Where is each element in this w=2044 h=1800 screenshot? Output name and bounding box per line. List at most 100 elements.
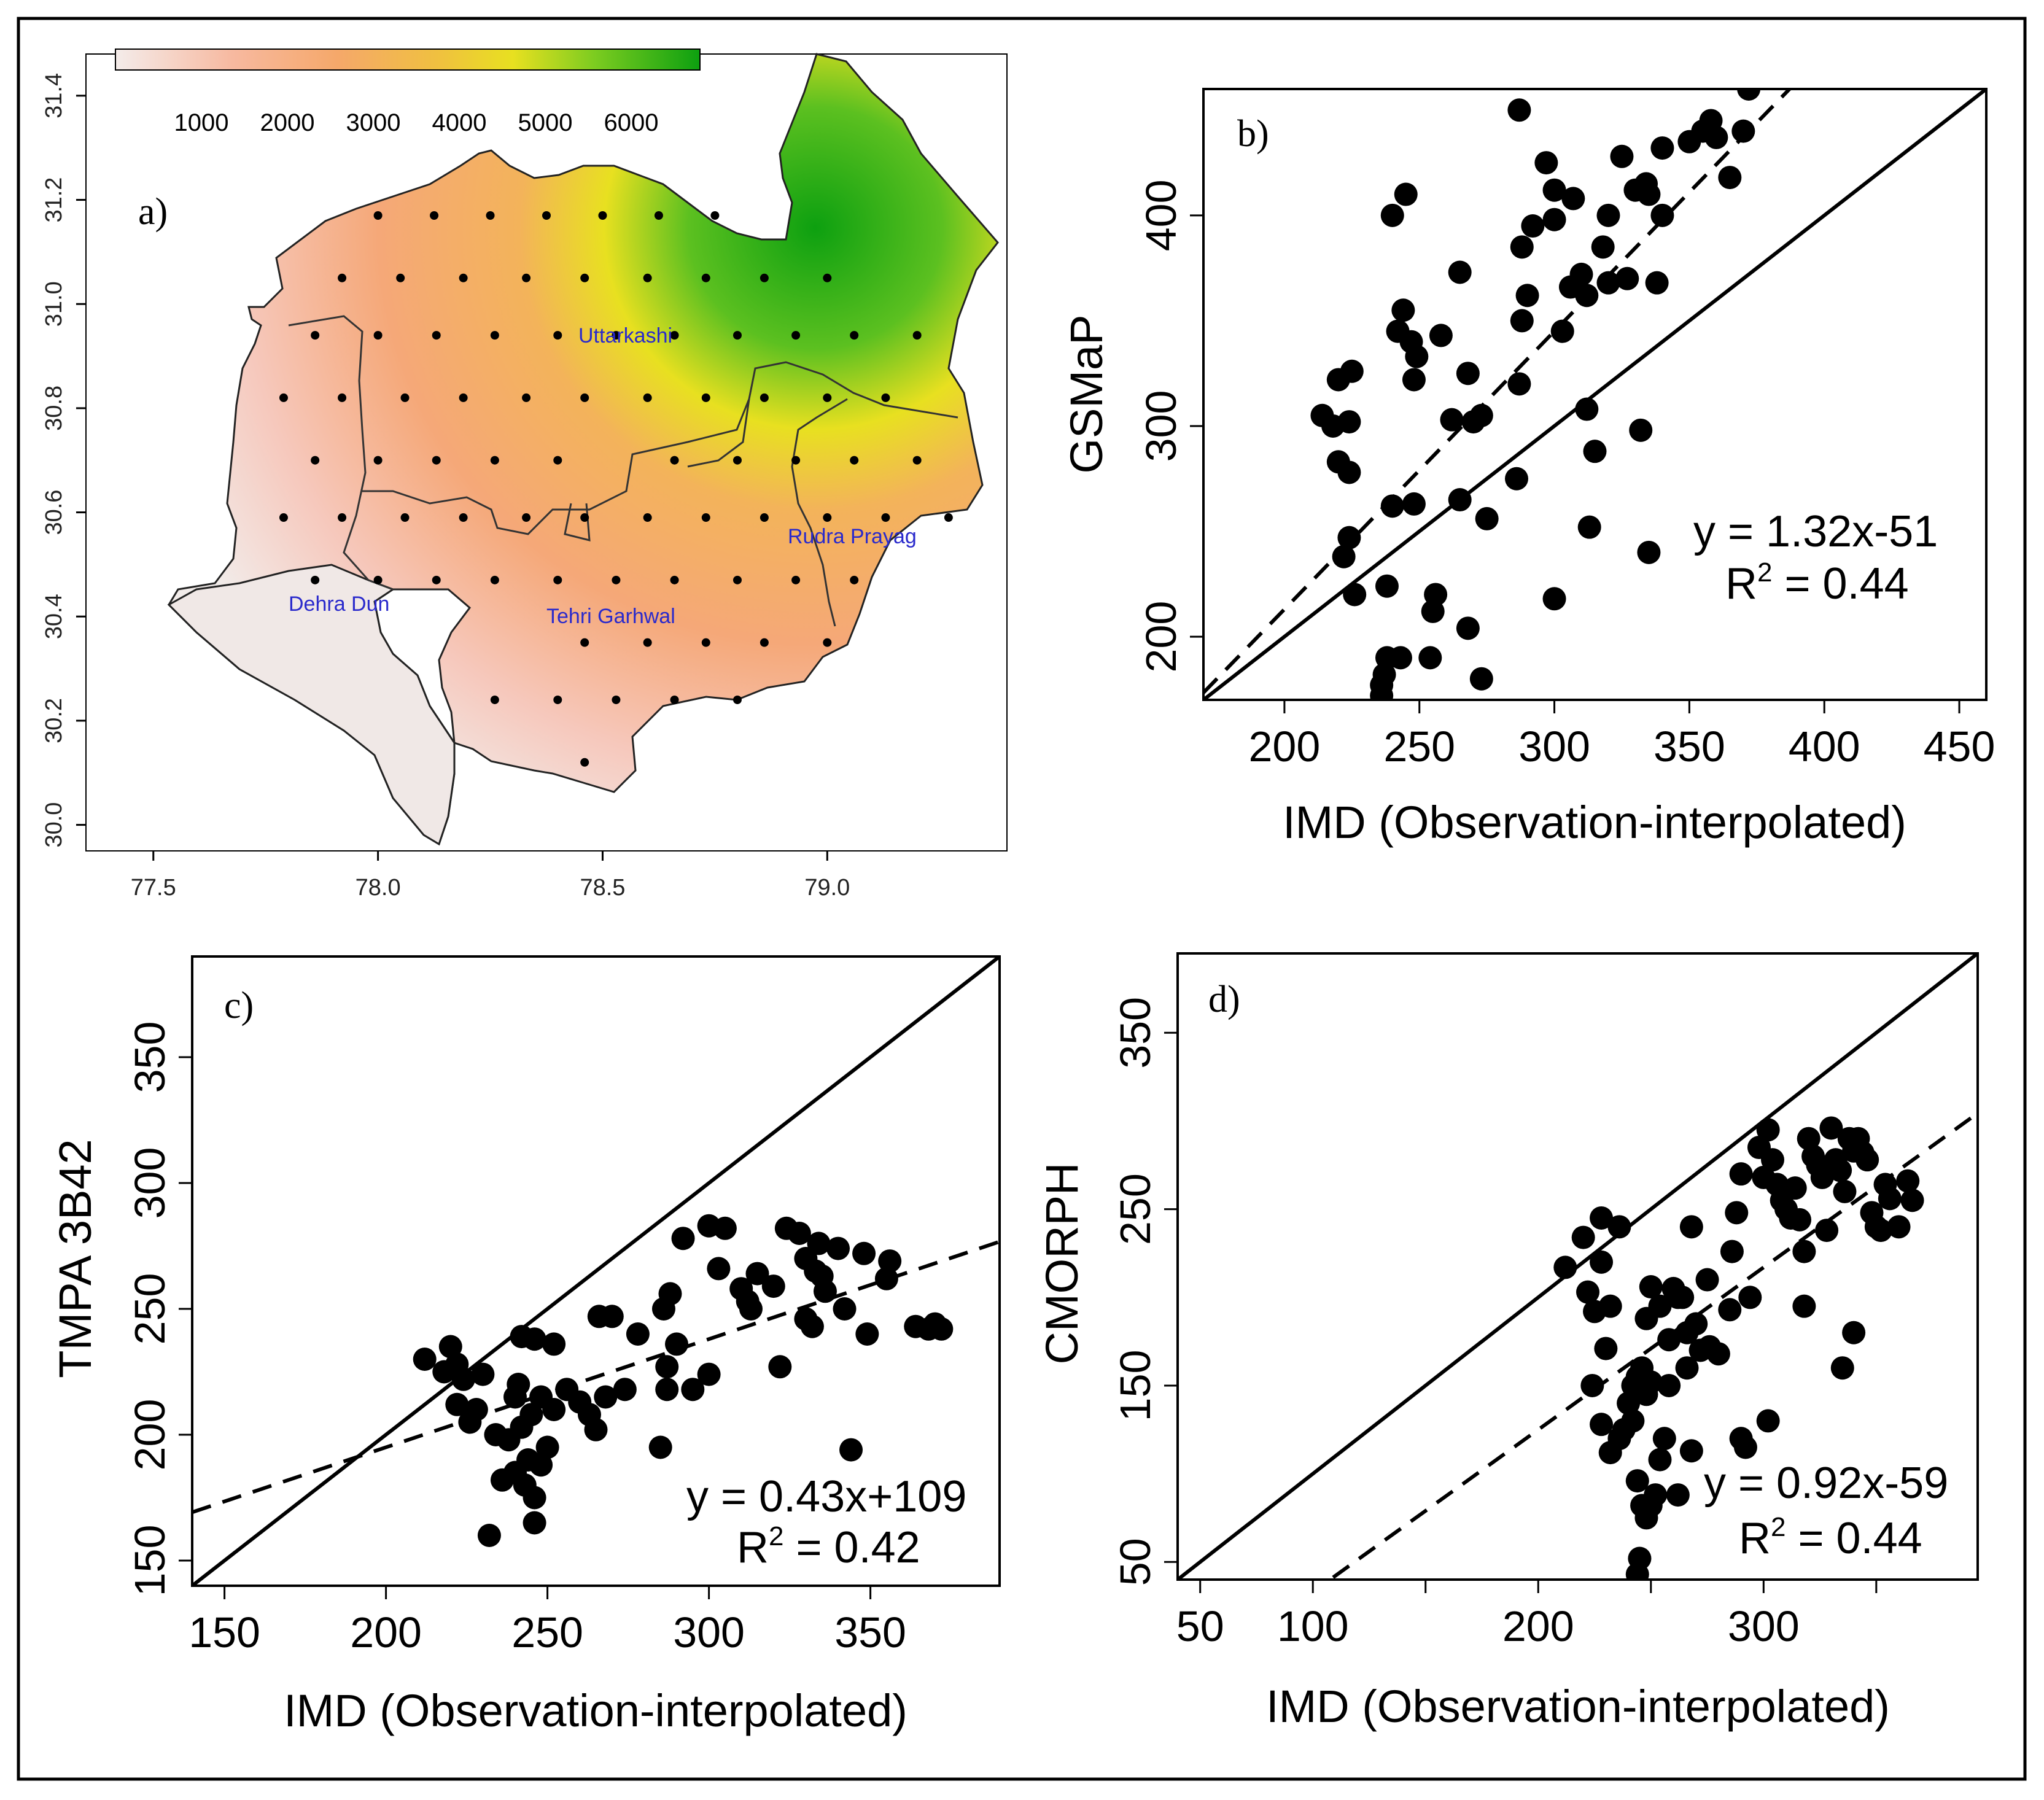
- scatter-point: [1326, 368, 1350, 392]
- scatter-point: [807, 1232, 831, 1255]
- map-of-uttarakhand-districts: [168, 53, 999, 846]
- scatter-point: [1580, 1373, 1604, 1397]
- grid-point: [311, 331, 320, 340]
- map-x-tick-label: 77.5: [131, 875, 176, 901]
- scatter-point: [923, 1312, 947, 1336]
- scatter-point: [1621, 1409, 1645, 1433]
- colorbar-tick-label: 1000: [174, 109, 229, 136]
- scatter-point: [1521, 214, 1545, 238]
- map-x-tick-label: 78.5: [580, 875, 625, 901]
- map-y-tick-label: 30.4: [41, 594, 67, 639]
- colorbar-tick-label: 3000: [346, 109, 401, 136]
- scatter-point: [1639, 1275, 1663, 1299]
- scatter-point: [542, 1398, 566, 1421]
- grid-point: [373, 211, 383, 220]
- scatter-point: [1590, 1206, 1614, 1230]
- grid-point: [490, 456, 499, 465]
- panel-b-r2: R2 = 0.44: [1725, 557, 1909, 608]
- grid-point: [490, 695, 499, 704]
- scatter-point: [1418, 646, 1442, 670]
- scatter-point: [1896, 1169, 1920, 1193]
- y-tick-label: 350: [126, 1022, 174, 1093]
- scatter-point: [516, 1448, 540, 1472]
- panel-a-label: a): [138, 191, 168, 233]
- scatter-point: [471, 1362, 495, 1386]
- imd-grid-points: [279, 211, 953, 767]
- scatter-point: [1337, 526, 1361, 549]
- scatter-point: [1577, 515, 1601, 539]
- scatter-point: [458, 1410, 482, 1434]
- panel-c-r2-exp: 2: [769, 1521, 783, 1551]
- grid-point: [670, 695, 679, 704]
- panel-d-r2-prefix: R: [1739, 1514, 1771, 1563]
- scatter-point: [1650, 136, 1674, 160]
- panel-d-marks: [1178, 953, 1978, 1580]
- grid-point: [338, 393, 347, 402]
- scatter-point: [1507, 372, 1531, 396]
- scatter-point: [1657, 1328, 1681, 1352]
- scatter-point: [839, 1438, 863, 1462]
- panel-b-x-label: IMD (Observation-interpolated): [1283, 797, 1906, 848]
- y-tick-label: 200: [126, 1399, 174, 1471]
- scatter-point: [1542, 178, 1566, 202]
- grid-point: [850, 575, 859, 584]
- scatter-point: [1405, 344, 1429, 368]
- scatter-point: [1553, 1255, 1577, 1279]
- grid-point: [459, 273, 468, 282]
- scatter-point: [1644, 1483, 1668, 1507]
- scatter-point: [1756, 1409, 1780, 1433]
- x-tick-label: 50: [1176, 1602, 1224, 1650]
- scatter-point: [1388, 646, 1412, 670]
- scatter-point: [1598, 1294, 1622, 1318]
- panel-d-r2-exp: 2: [1771, 1512, 1786, 1542]
- grid-point: [553, 575, 562, 584]
- grid-point: [670, 331, 679, 340]
- grid-point: [580, 273, 589, 282]
- map-y-tick-label: 30.2: [41, 698, 67, 743]
- grid-point: [643, 273, 652, 282]
- district-label-rudraprayag: Rudra Prayag: [788, 525, 917, 548]
- scatter-point: [1756, 1118, 1780, 1142]
- x-tick-label: 250: [511, 1608, 583, 1656]
- scatter-point: [1625, 1469, 1649, 1493]
- grid-point: [373, 331, 383, 340]
- scatter-point: [1590, 1413, 1614, 1437]
- y-tick-label: 250: [126, 1273, 174, 1345]
- panel-c-marks: [192, 956, 1000, 1586]
- grid-point: [791, 456, 801, 465]
- grid-point: [430, 211, 439, 220]
- map-y-ticks: 30.0 30.2 30.4 30.6 30.8 31.0 31.2 31.4: [41, 73, 86, 848]
- scatter-point: [1783, 1176, 1807, 1200]
- plot-area: [1203, 89, 1986, 700]
- panel-c-x-axis: 150 200 250 300 350: [188, 1586, 906, 1656]
- scatter-point: [1828, 1158, 1852, 1182]
- panel-b-label: b): [1237, 113, 1269, 155]
- scatter-point: [507, 1373, 530, 1396]
- x-tick-label: 350: [1653, 723, 1725, 770]
- scatter-point: [1648, 1448, 1672, 1472]
- panel-b-plot-box: [1202, 88, 1988, 701]
- grid-point: [373, 575, 383, 584]
- scatter-point: [1639, 1370, 1663, 1394]
- colorbar-tick-label: 6000: [604, 109, 659, 136]
- x-tick-label: 100: [1277, 1602, 1349, 1650]
- panel-b-equation: y = 1.32x-51: [1693, 507, 1938, 556]
- grid-point: [710, 211, 720, 220]
- grid-point: [881, 393, 890, 402]
- grid-point: [612, 575, 621, 584]
- scatter-point: [671, 1227, 695, 1251]
- map-y-tick-label: 31.2: [41, 177, 67, 223]
- grid-point: [732, 456, 742, 465]
- panel-d-r2-suffix: = 0.44: [1786, 1514, 1922, 1563]
- y-tick-label: 400: [1137, 179, 1185, 251]
- scatter-point: [1380, 203, 1404, 227]
- panel-c-equation: y = 0.43x+109: [686, 1472, 966, 1521]
- scatter-point: [1645, 271, 1669, 295]
- scatter-point: [1576, 1280, 1600, 1304]
- map-x-tick-label: 78.0: [356, 875, 401, 901]
- scatter-point: [1337, 460, 1361, 484]
- plot-area: [192, 956, 1000, 1586]
- scatter-point: [594, 1385, 618, 1409]
- scatter-point: [1637, 540, 1661, 564]
- grid-point: [912, 331, 922, 340]
